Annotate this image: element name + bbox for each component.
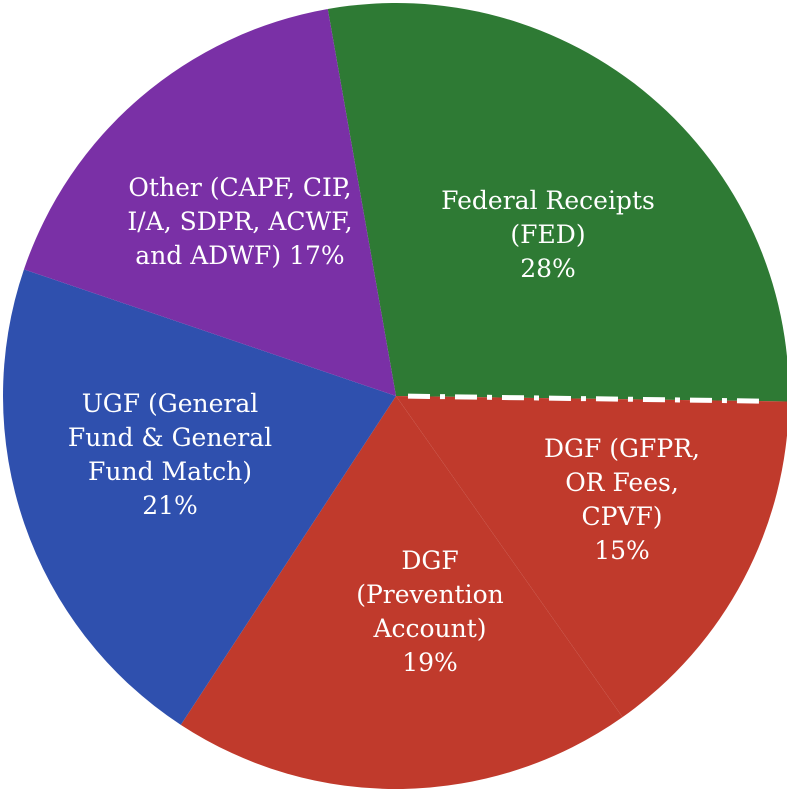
category-label: DGF (GFPR, OR Fees, CPVF) <box>544 434 700 531</box>
category-label: UGF (General Fund & General Fund Match) <box>67 389 273 486</box>
value-label: 21% <box>142 491 198 520</box>
pie-slice <box>396 396 787 718</box>
pie-slice <box>2 269 396 725</box>
slice-label: DGF (GFPR, OR Fees, CPVF) 15% <box>537 432 707 568</box>
category-label: Other (CAPF, CIP, I/A, SDPR, ACWF, and A… <box>127 173 353 270</box>
value-label: 28% <box>520 254 576 283</box>
slice-label: Other (CAPF, CIP, I/A, SDPR, ACWF, and A… <box>120 171 360 273</box>
slice-label: DGF (Prevention Account) 19% <box>345 544 515 680</box>
value-label: 17% <box>289 241 345 270</box>
value-label: 15% <box>594 536 650 565</box>
pie-slice <box>327 3 787 402</box>
slice-label: UGF (General Fund & General Fund Match) … <box>55 387 285 523</box>
divider <box>407 393 761 404</box>
pie-slice <box>180 396 623 789</box>
category-label: DGF (Prevention Account) <box>356 546 504 643</box>
pie-slice <box>23 8 397 397</box>
value-label: 19% <box>402 648 458 677</box>
category-label: Federal Receipts (FED) <box>441 186 655 249</box>
slice-label: Federal Receipts (FED) 28% <box>433 184 663 286</box>
